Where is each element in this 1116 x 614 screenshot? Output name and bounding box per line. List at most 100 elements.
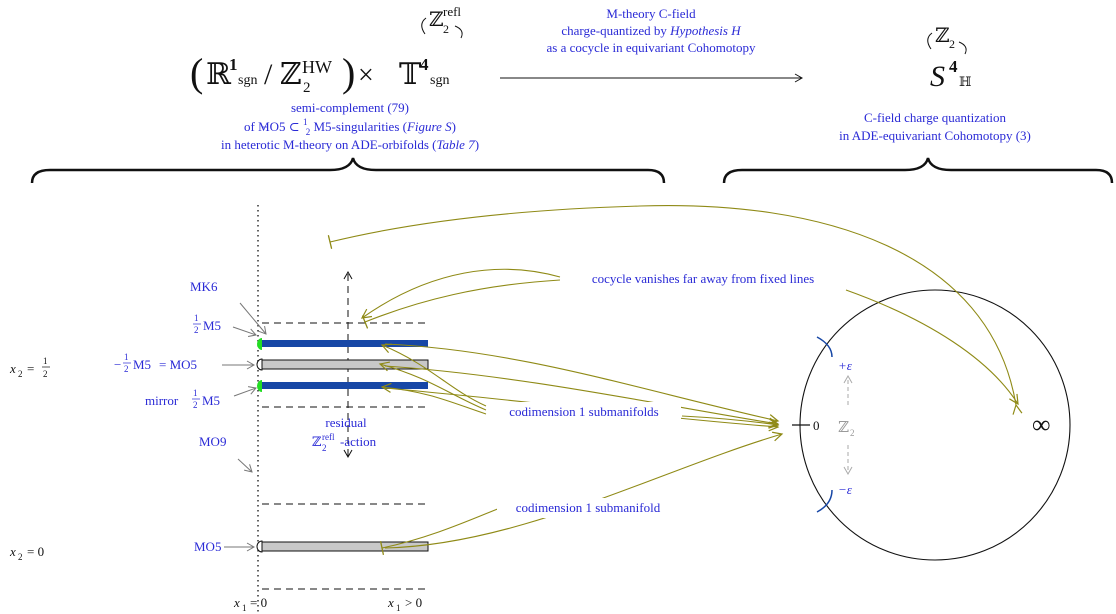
svg-text:2: 2 — [18, 369, 23, 379]
mk6-label: MK6 — [190, 279, 218, 294]
svg-text:2: 2 — [949, 37, 955, 51]
residual-action-label: residual ℤ refl 2 -action — [312, 415, 377, 453]
svg-text:of MO5 ⊂ 1 2: of MO5 ⊂ 1 2 M5-singularities (Figure S) — [244, 113, 456, 138]
svg-text:M5: M5 — [133, 357, 151, 372]
svg-text:-action: -action — [340, 434, 377, 449]
svg-text:2: 2 — [443, 22, 449, 36]
right-caption: C-field charge quantization in ADE-equiv… — [839, 110, 1031, 143]
svg-text:mirror: mirror — [145, 393, 179, 408]
svg-text:S: S — [930, 60, 945, 93]
codim-arrow-from-label-to-half-m5 — [380, 343, 487, 407]
infinity-label: ∞ — [1032, 410, 1051, 439]
x1-zero-label: x 1 = 0 — [233, 595, 267, 613]
codim-single-arrow-to-mo5 — [379, 507, 501, 555]
svg-text:M5: M5 — [203, 318, 221, 333]
svg-text:sgn: sgn — [238, 73, 257, 88]
svg-text:ℍ: ℍ — [959, 74, 971, 89]
domain-expression: ( ℝ 1 sgn / ℤ HW 2 ) × 𝕋 4 sgn — [190, 50, 449, 96]
domain-action-loop: ℤ refl 2 — [421, 4, 463, 39]
x1-positive-label: x 1 > 0 — [387, 595, 422, 613]
codim-single-arrow-to-zero — [384, 431, 784, 549]
vanish-arrow-label-to-infinity — [845, 289, 1019, 406]
vanish-arrow-to-upper-left — [360, 268, 561, 319]
svg-text:ℝ: ℝ — [206, 58, 232, 91]
svg-text:1: 1 — [194, 313, 199, 323]
svg-text:ℤ: ℤ — [312, 434, 322, 449]
svg-text:x: x — [233, 595, 240, 610]
minus-epsilon-label: −ε — [838, 482, 853, 497]
mk6-green-cap-lower — [257, 380, 262, 392]
svg-text:refl: refl — [322, 432, 335, 442]
svg-text:−: − — [114, 357, 121, 372]
half-m5-brane — [260, 340, 428, 347]
map-caption: M-theory C-field charge-quantized by Hyp… — [546, 6, 756, 55]
codim-arrow-from-label-to-mo5 — [378, 361, 487, 411]
plus-epsilon-label: +ε — [838, 358, 853, 373]
svg-text:/: / — [264, 58, 273, 91]
x2-half-label: x 2 = 1 2 — [9, 356, 50, 379]
minus-epsilon-tick — [816, 489, 833, 513]
svg-text:x: x — [387, 595, 394, 610]
svg-text:=: = — [27, 361, 34, 376]
codim1-plural-annotation: codimension 1 submanifolds — [487, 402, 681, 422]
svg-text:ℤ: ℤ — [429, 9, 444, 31]
svg-text:ℤ: ℤ — [838, 420, 849, 436]
svg-text:C-field charge quantization: C-field charge quantization — [864, 110, 1006, 125]
mk6-green-cap-upper — [257, 338, 262, 350]
svg-text:1: 1 — [124, 352, 129, 362]
svg-text:1: 1 — [43, 356, 48, 366]
vanish-arrow-label-to-left — [361, 279, 561, 329]
svg-text:ℤ: ℤ — [935, 25, 950, 47]
mirror-pointer — [233, 386, 257, 397]
svg-text:1: 1 — [229, 55, 238, 74]
mo5-lower-label: MO5 — [194, 539, 221, 554]
svg-text:codimension 1 submanifolds: codimension 1 submanifolds — [509, 404, 659, 419]
svg-text:x: x — [9, 361, 16, 376]
right-brace — [722, 157, 1114, 184]
svg-text:2: 2 — [18, 552, 23, 562]
mo5-cap-lower — [256, 540, 263, 553]
sphere-z2-label: ℤ 2 — [838, 420, 855, 438]
mo9-label: MO9 — [199, 434, 226, 449]
svg-text:2: 2 — [193, 400, 198, 410]
svg-text:semi-complement (79): semi-complement (79) — [291, 100, 409, 115]
mo5-cap-upper — [256, 358, 263, 371]
svg-text:×: × — [358, 60, 374, 91]
svg-text:1: 1 — [193, 388, 198, 398]
mk6-pointer — [239, 302, 267, 335]
mirror-half-m5-brane — [260, 382, 428, 389]
svg-text:1: 1 — [396, 603, 401, 613]
left-caption: semi-complement (79) of MO5 ⊂ 1 2 M5-sin… — [221, 100, 479, 152]
minus-half-m5-label: − 1 2 M5 = MO5 — [114, 352, 197, 374]
svg-text:2: 2 — [322, 443, 327, 453]
svg-text:𝕋: 𝕋 — [399, 58, 422, 91]
svg-text:x: x — [9, 544, 16, 559]
svg-text:in heterotic M-theory on ADE-o: in heterotic M-theory on ADE-orbifolds (… — [221, 137, 479, 152]
svg-text:cocycle vanishes far away from: cocycle vanishes far away from fixed lin… — [592, 271, 814, 286]
codim-arrow-from-label-to-mirror — [380, 382, 487, 415]
half-m5-pointer — [232, 326, 257, 337]
svg-text:refl: refl — [443, 4, 461, 19]
svg-text:M-theory C-field: M-theory C-field — [606, 6, 696, 21]
svg-text:in ADE-equivariant Cohomotopy: in ADE-equivariant Cohomotopy (3) — [839, 128, 1031, 143]
x2-zero-label: x 2 = 0 — [9, 544, 44, 562]
codim1-single-annotation: codimension 1 submanifold — [497, 498, 679, 518]
vanish-annotation: cocycle vanishes far away from fixed lin… — [562, 268, 844, 288]
svg-text:(: ( — [190, 50, 203, 95]
svg-text:sgn: sgn — [430, 73, 449, 88]
svg-text:1: 1 — [242, 603, 247, 613]
svg-text:charge-quantized by Hypothesis: charge-quantized by Hypothesis H — [561, 23, 741, 38]
svg-text:): ) — [342, 50, 355, 95]
svg-text:4: 4 — [420, 55, 429, 74]
vanish-arrow-top — [327, 204, 1023, 415]
svg-text:2: 2 — [194, 325, 199, 335]
svg-text:residual: residual — [325, 415, 367, 430]
svg-text:> 0: > 0 — [405, 595, 422, 610]
svg-text:= MO5: = MO5 — [159, 357, 197, 372]
codim-arrow-to-zero-2 — [384, 365, 780, 428]
svg-text:2: 2 — [303, 80, 311, 96]
svg-text:4: 4 — [949, 57, 958, 76]
svg-text:ℤ: ℤ — [280, 58, 302, 91]
left-brace — [30, 157, 666, 184]
